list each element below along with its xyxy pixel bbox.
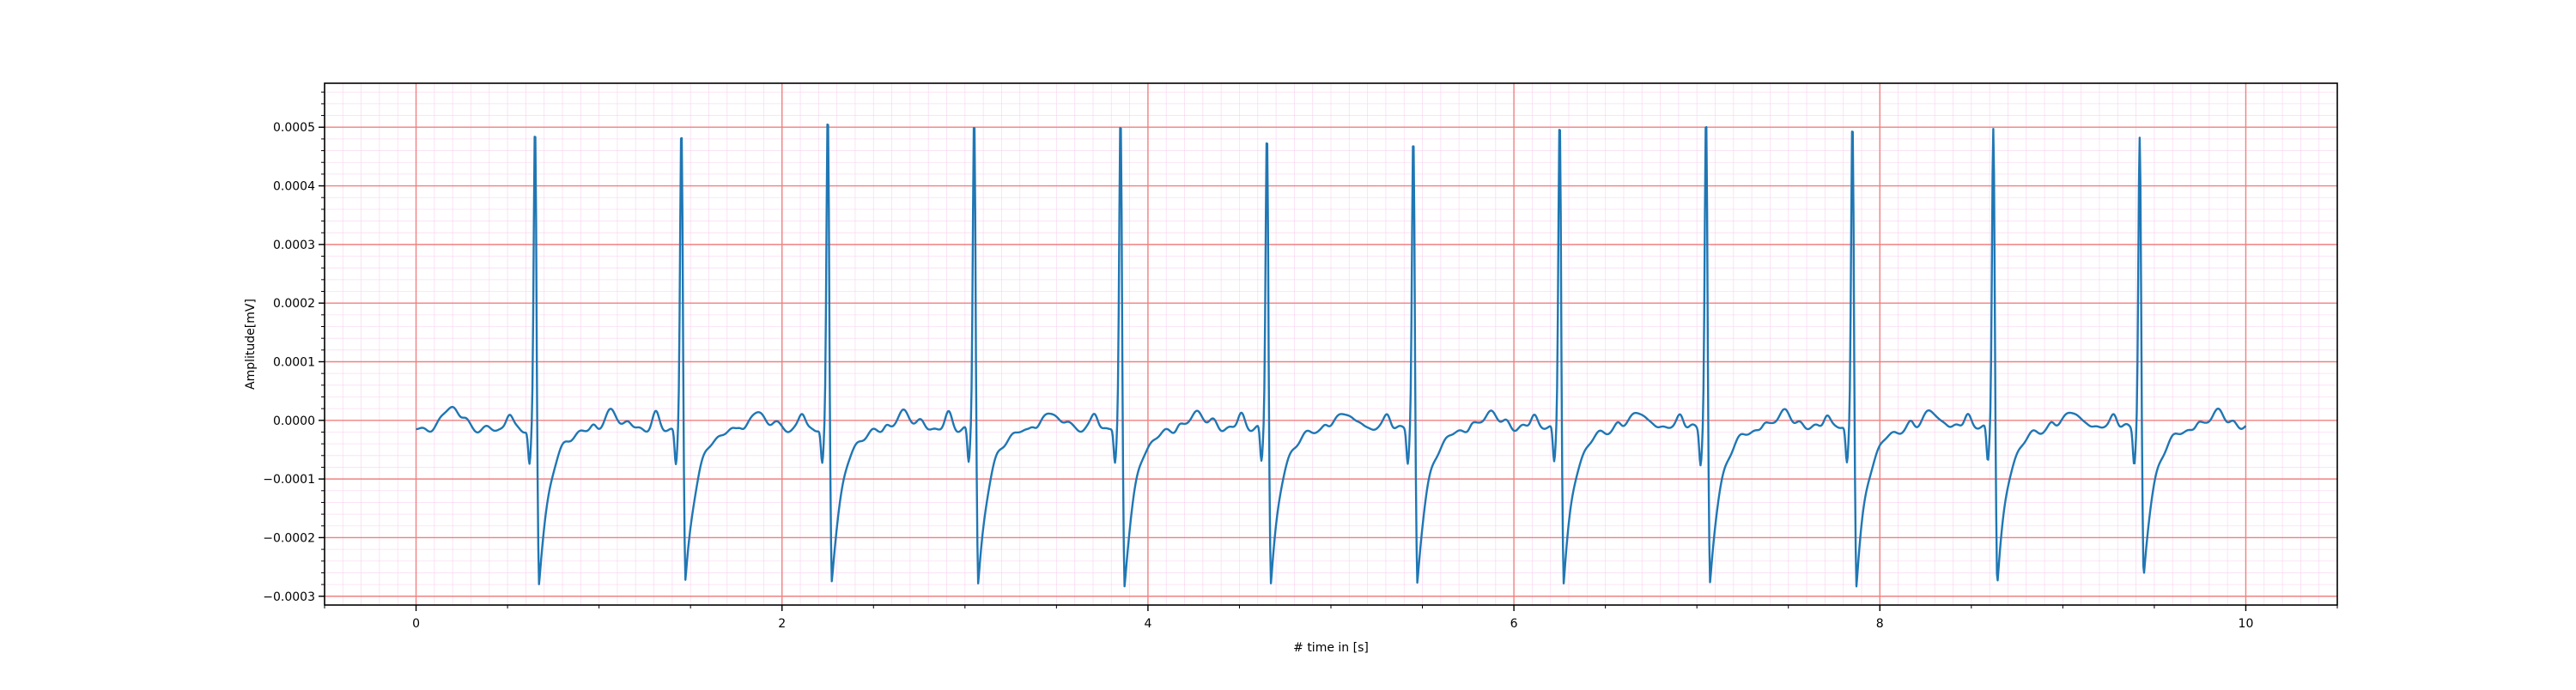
x-tick-label: 6 (1510, 617, 1518, 631)
x-tick-label: 2 (778, 617, 786, 631)
y-tick-label: 0.0003 (273, 239, 315, 252)
y-tick-label: 0.0002 (273, 297, 315, 311)
y-tick-label: 0.0005 (273, 121, 315, 135)
x-tick-label: 0 (412, 617, 420, 631)
x-tick-label: 4 (1144, 617, 1151, 631)
x-tick-label: 8 (1876, 617, 1884, 631)
plot-area (325, 83, 2337, 605)
y-tick-label: 0.0000 (273, 415, 315, 428)
y-tick-label: 0.0001 (273, 355, 315, 369)
x-tick-label: 10 (2239, 617, 2254, 631)
y-tick-label: −0.0002 (263, 531, 315, 545)
y-tick-label: −0.0001 (263, 473, 315, 487)
x-axis-label: # time in [s] (1293, 641, 1369, 655)
y-tick-label: −0.0003 (263, 590, 315, 604)
y-axis-label: Amplitude[mV] (244, 299, 258, 390)
y-tick-label: 0.0004 (273, 180, 315, 194)
